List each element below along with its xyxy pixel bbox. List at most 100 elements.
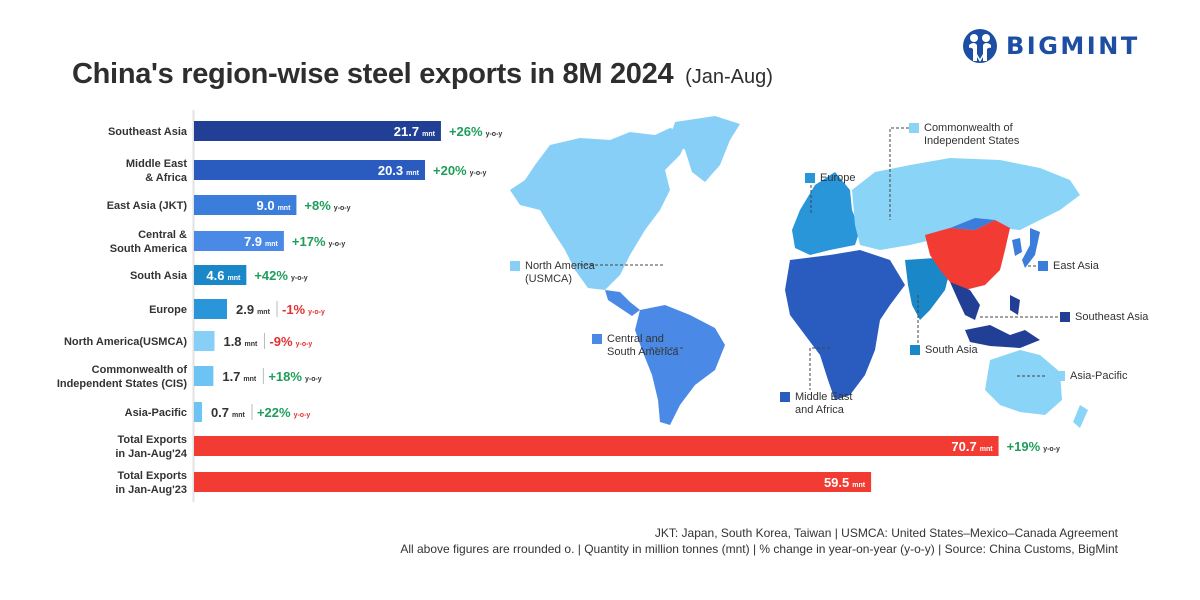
bar-row: Commonwealth of Independent States (CIS) 1… xyxy=(57,364,322,390)
bar-row: Asia-Pacific 0.7 mnt +22% y-o-y xyxy=(125,402,310,422)
value-label: 70.7 mnt xyxy=(951,439,993,454)
region-new-zealand xyxy=(1073,405,1088,428)
region-south-asia xyxy=(905,258,950,320)
value-label: 9.0 mnt xyxy=(256,198,291,213)
region-middle-east-africa xyxy=(785,250,905,400)
region-southeast-asia xyxy=(950,282,1040,348)
map-label-south-asia: South Asia xyxy=(910,344,978,357)
region-central-america xyxy=(605,290,640,316)
bar-row: Europe 2.9 mnt -1% y-o-y xyxy=(149,299,325,319)
bar-row: North America(USMCA) 1.8 mnt -9% y-o-y xyxy=(64,331,312,351)
bar xyxy=(194,402,202,422)
map-label-east-asia: East Asia xyxy=(1038,260,1099,273)
region-mongolia xyxy=(950,218,995,230)
bar-row: Total Exports in Jan-Aug'23 59.5 mnt xyxy=(115,470,872,496)
category-label: North America(USMCA) xyxy=(64,336,187,348)
map-label-cis: Commonwealth of Independent States xyxy=(909,122,1019,148)
category-label: East Asia (JKT) xyxy=(107,200,188,212)
bigmint-logo: BIGMINT xyxy=(962,28,1140,64)
map-label-central-south-america: Central and South America xyxy=(592,333,679,359)
category-label: Asia-Pacific xyxy=(125,407,187,419)
yoy-change-label: +8% y-o-y xyxy=(304,198,350,213)
legend-swatch xyxy=(510,261,520,271)
bar xyxy=(194,436,999,456)
value-label: 59.5 mnt xyxy=(824,475,866,490)
value-label: 1.7 mnt xyxy=(222,369,257,384)
bar xyxy=(194,472,872,492)
yoy-change-label: +20% y-o-y xyxy=(433,163,486,178)
map-label-middle-east-africa: Middle East and Africa xyxy=(780,391,852,417)
region-greenland xyxy=(670,116,740,182)
title-main: China's region-wise steel exports in 8M … xyxy=(72,58,674,90)
bar-row: Southeast Asia 21.7 mnt +26% y-o-y xyxy=(108,121,502,141)
map-label-asia-pacific: Asia-Pacific xyxy=(1055,370,1127,383)
category-label: Total Exports in Jan-Aug'24 xyxy=(115,434,188,460)
value-label: 2.9 mnt xyxy=(236,302,271,317)
footer-line-1: JKT: Japan, South Korea, Taiwan | USMCA:… xyxy=(654,526,1118,540)
category-label: Southeast Asia xyxy=(108,126,188,138)
legend-swatch xyxy=(910,345,920,355)
bar xyxy=(194,195,297,215)
legend-swatch xyxy=(1060,312,1070,322)
title-subtitle: (Jan-Aug) xyxy=(685,66,773,88)
bar xyxy=(194,231,284,251)
page-title: China's region-wise steel exports in 8M … xyxy=(72,58,773,91)
legend-swatch xyxy=(909,123,919,133)
region-asia-pacific xyxy=(985,350,1062,415)
yoy-change-label: +22% y-o-y xyxy=(257,405,310,420)
bar xyxy=(194,299,228,319)
bigmint-logo-icon xyxy=(963,29,997,63)
yoy-change-label: +26% y-o-y xyxy=(449,124,502,139)
category-label: South Asia xyxy=(130,270,188,282)
value-label: 21.7 mnt xyxy=(394,124,436,139)
bar-row: Total Exports in Jan-Aug'24 70.7 mnt +19% y-o… xyxy=(115,434,1060,460)
legend-swatch xyxy=(1055,371,1065,381)
footer-notes: JKT: Japan, South Korea, Taiwan | USMCA:… xyxy=(400,525,1118,557)
region-east-asia xyxy=(1012,228,1040,268)
bar-row: East Asia (JKT) 9.0 mnt +8% y-o-y xyxy=(107,195,351,215)
legend-swatch xyxy=(780,392,790,402)
bar-row: Middle East & Africa 20.3 mnt +20% y-o-y xyxy=(126,158,487,184)
value-label: 1.8 mnt xyxy=(223,334,258,349)
leader-cis xyxy=(889,127,909,220)
bar xyxy=(194,265,247,285)
map-label-southeast-asia: Southeast Asia xyxy=(1060,311,1148,324)
bar-row: South Asia 4.6 mnt +42% y-o-y xyxy=(130,265,308,285)
yoy-change-label: +18% y-o-y xyxy=(268,369,321,384)
value-label: 20.3 mnt xyxy=(378,163,420,178)
category-label: Middle East & Africa xyxy=(126,158,188,184)
map-label-north-america: North America (USMCA) xyxy=(510,260,595,286)
region-cis xyxy=(852,158,1080,250)
bar xyxy=(194,366,214,386)
yoy-change-label: +17% y-o-y xyxy=(292,234,345,249)
value-label: 7.9 mnt xyxy=(244,234,279,249)
region-europe xyxy=(792,172,860,255)
region-china xyxy=(925,220,1010,290)
legend-swatch xyxy=(1038,261,1048,271)
world-map: Commonwealth of Independent States Europ… xyxy=(480,110,1200,430)
bar xyxy=(194,160,426,180)
value-label: 4.6 mnt xyxy=(206,268,241,283)
leader-middle-east-africa xyxy=(809,347,830,390)
category-label: Total Exports in Jan-Aug'23 xyxy=(115,470,187,496)
bar-chart: Southeast Asia 21.7 mnt +26% y-o-y Middle Eas… xyxy=(0,110,1200,510)
map-label-europe: Europe xyxy=(805,172,855,185)
yoy-change-label: -9% y-o-y xyxy=(269,334,312,349)
yoy-change-label: -1% y-o-y xyxy=(282,302,325,317)
category-label: Europe xyxy=(149,304,187,316)
region-north-america xyxy=(510,128,690,290)
value-label: 0.7 mnt xyxy=(211,405,246,420)
logo-text: BIGMINT xyxy=(1006,32,1140,60)
yoy-change-label: +42% y-o-y xyxy=(254,268,307,283)
bar xyxy=(194,121,441,141)
legend-swatch xyxy=(805,173,815,183)
footer-line-2: All above figures are rrounded o. | Quan… xyxy=(400,542,1118,556)
yoy-change-label: +19% y-o-y xyxy=(1007,439,1060,454)
region-south-america xyxy=(635,305,725,425)
world-map-svg xyxy=(510,116,1088,428)
bar-chart-svg: Southeast Asia 21.7 mnt +26% y-o-y Middle Eas… xyxy=(57,110,1060,502)
bar-row: Central & South America 7.9 mnt +17% y-o-y xyxy=(110,229,346,255)
category-label: Central & South America xyxy=(110,229,188,255)
category-label: Commonwealth of Independent States (CIS) xyxy=(57,364,188,390)
legend-swatch xyxy=(592,334,602,344)
